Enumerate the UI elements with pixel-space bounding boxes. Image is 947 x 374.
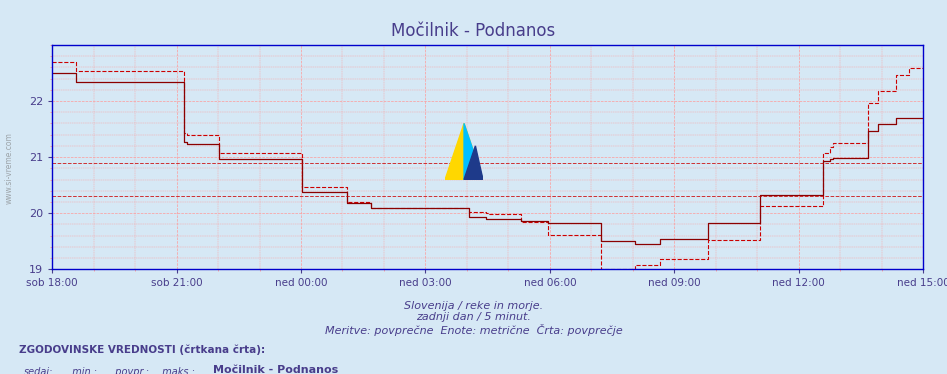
Text: Slovenija / reke in morje.: Slovenija / reke in morje. <box>404 301 543 311</box>
Text: Močilnik - Podnanos: Močilnik - Podnanos <box>213 365 338 374</box>
Polygon shape <box>464 123 483 180</box>
Text: sedaj:: sedaj: <box>24 367 53 374</box>
Polygon shape <box>464 146 483 180</box>
Text: Meritve: povprečne  Enote: metrične  Črta: povprečje: Meritve: povprečne Enote: metrične Črta:… <box>325 324 622 335</box>
Text: www.si-vreme.com: www.si-vreme.com <box>5 132 14 204</box>
Text: maks.:: maks.: <box>156 367 195 374</box>
Text: povpr.:: povpr.: <box>109 367 149 374</box>
Polygon shape <box>445 123 483 180</box>
Text: Močilnik - Podnanos: Močilnik - Podnanos <box>391 22 556 40</box>
Text: min.:: min.: <box>66 367 98 374</box>
Text: zadnji dan / 5 minut.: zadnji dan / 5 minut. <box>416 312 531 322</box>
Text: ZGODOVINSKE VREDNOSTI (črtkana črta):: ZGODOVINSKE VREDNOSTI (črtkana črta): <box>19 344 265 355</box>
